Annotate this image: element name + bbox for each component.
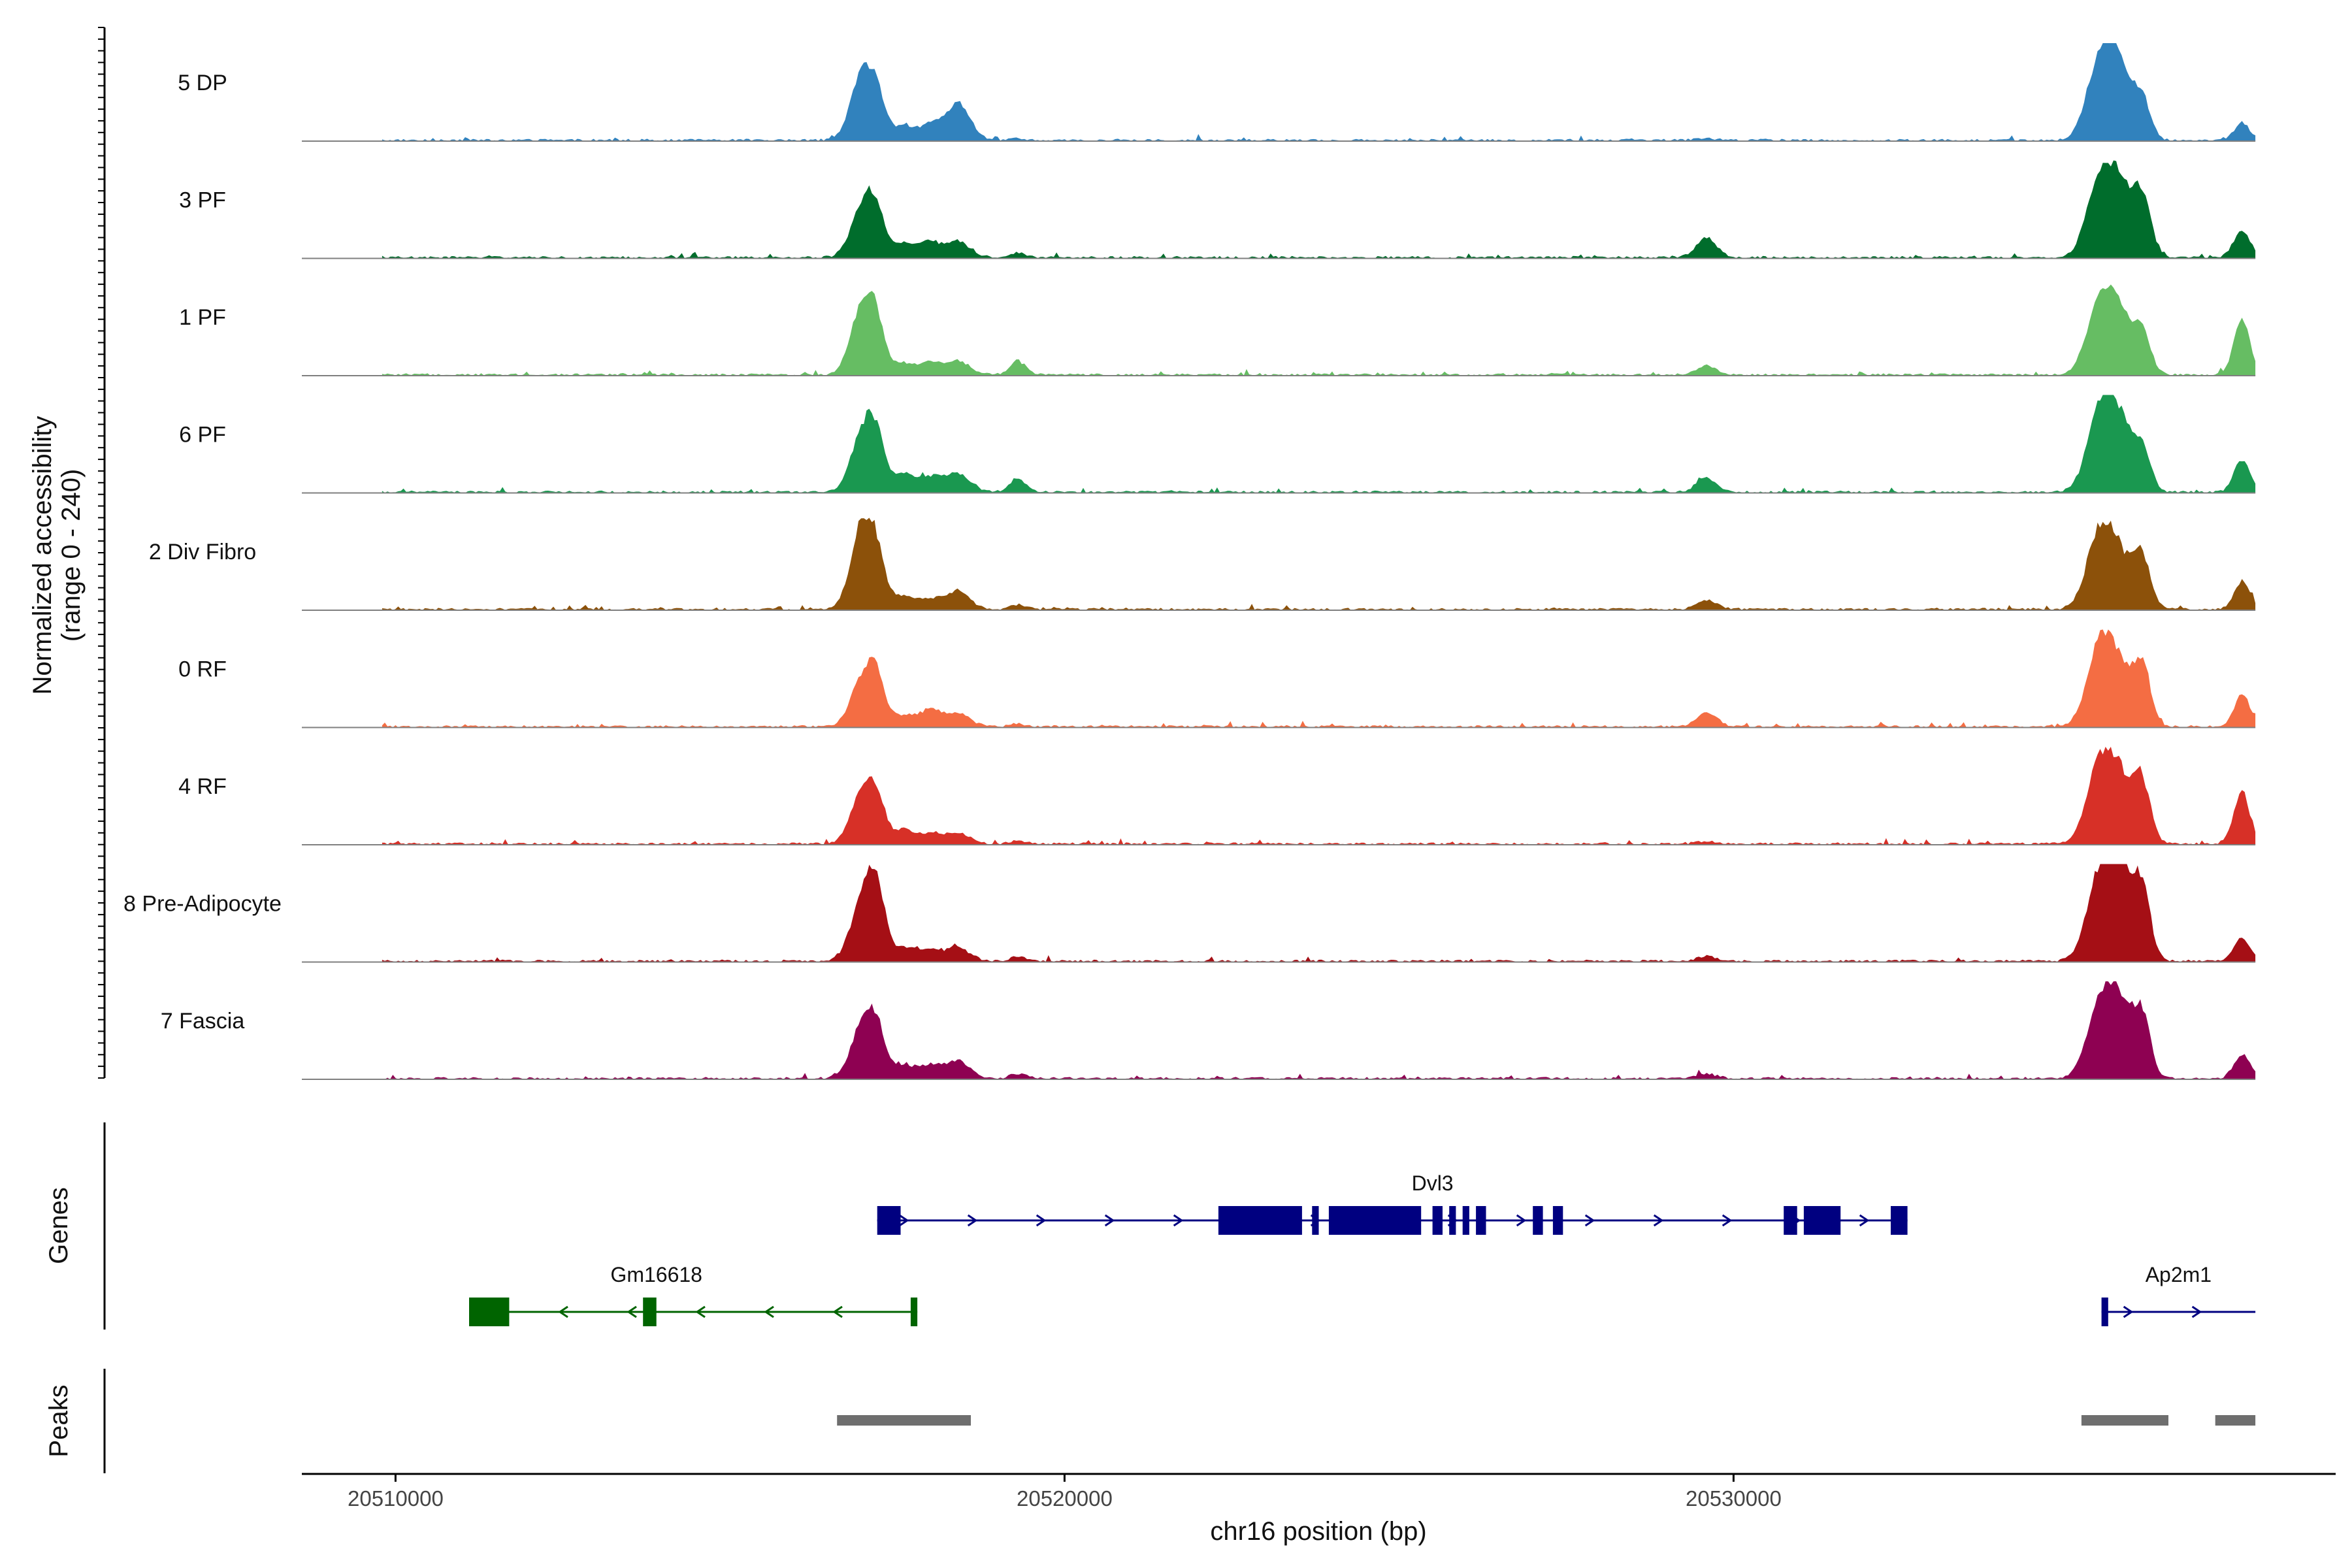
- coverage-area: [382, 395, 2256, 493]
- coverage-area: [382, 747, 2256, 845]
- gene-exon: [643, 1298, 657, 1326]
- gene-exon: [1552, 1206, 1563, 1235]
- x-axis-tick-label: 20510000: [348, 1486, 444, 1511]
- coverage-area: [382, 284, 2256, 376]
- strand-arrow: [832, 1305, 843, 1318]
- gene-label: Ap2m1: [2146, 1263, 2212, 1286]
- track-label: 2 Div Fibro: [149, 540, 256, 564]
- gene-label: Dvl3: [1412, 1171, 1454, 1195]
- gene-label: Gm16618: [610, 1263, 702, 1286]
- gene-model: Ap2m1: [2101, 1263, 2256, 1326]
- strand-arrow: [1859, 1214, 1870, 1227]
- peaks-track: [837, 1415, 2256, 1426]
- coverage-area: [382, 864, 2256, 962]
- peaks-panel-label: Peaks: [44, 1384, 73, 1457]
- strand-arrow: [1722, 1214, 1733, 1227]
- gene-exon: [1449, 1206, 1456, 1235]
- strand-arrow: [1104, 1214, 1115, 1227]
- gene-exon: [1476, 1206, 1486, 1235]
- coverage-area: [382, 43, 2256, 141]
- peak-region: [2215, 1415, 2256, 1426]
- coverage-area: [382, 160, 2256, 259]
- strand-arrow: [764, 1305, 774, 1318]
- coverage-track: 5 DP: [178, 43, 2256, 142]
- gene-exon: [1432, 1206, 1443, 1235]
- coverage-track: 2 Div Fibro: [149, 517, 2256, 611]
- genes-track: Dvl3 Gm16618 Ap2m1: [469, 1171, 2256, 1326]
- strand-arrow: [1653, 1214, 1664, 1227]
- gene-exon: [469, 1298, 510, 1326]
- track-label: 4 RF: [178, 774, 227, 799]
- strand-arrow: [1584, 1214, 1595, 1227]
- gene-exon: [910, 1298, 918, 1326]
- gene-exon: [1533, 1206, 1543, 1235]
- coverage-track: 1 PF: [179, 284, 2256, 376]
- coverage-tracks: 5 DP 3 PF 1 PF 6 PF 2 Div Fibro 0 RF 4 RF 8 Pre…: [123, 43, 2256, 1080]
- x-axis-tick-label: 20530000: [1686, 1486, 1782, 1511]
- gene-exon: [1328, 1206, 1422, 1235]
- coverage-track: 6 PF: [179, 395, 2256, 494]
- coverage-area: [382, 629, 2256, 728]
- gene-exon: [1218, 1206, 1302, 1235]
- y-axis-title-line1: Normalized accessibility: [28, 416, 57, 695]
- strand-arrow: [1516, 1214, 1527, 1227]
- genes-panel-label: Genes: [44, 1187, 73, 1264]
- x-axis: 20510000 20520000 20530000: [348, 1474, 1782, 1511]
- peak-region: [2081, 1415, 2168, 1426]
- gene-exon: [1784, 1206, 1797, 1235]
- coverage-track: 4 RF: [178, 747, 2256, 845]
- x-axis-title: chr16 position (bp): [1210, 1517, 1426, 1546]
- strand-arrow: [1173, 1214, 1184, 1227]
- gene-exon: [877, 1206, 901, 1235]
- peak-region: [837, 1415, 971, 1426]
- gene-exon: [1462, 1206, 1469, 1235]
- coverage-y-axis-ticks: [98, 27, 105, 1079]
- track-label: 0 RF: [178, 657, 227, 682]
- coverage-area: [382, 517, 2256, 610]
- coverage-track: 3 PF: [179, 160, 2256, 259]
- gene-model: Gm16618: [469, 1263, 918, 1326]
- strand-arrow: [2123, 1305, 2134, 1318]
- x-axis-tick-label: 20520000: [1017, 1486, 1113, 1511]
- gene-model: Dvl3: [877, 1171, 1908, 1235]
- gene-exon: [2101, 1298, 2108, 1326]
- strand-arrow: [558, 1305, 568, 1318]
- track-label: 1 PF: [179, 305, 226, 330]
- y-axis-title-line2: (range 0 - 240): [57, 469, 86, 642]
- track-label: 7 Fascia: [161, 1009, 245, 1034]
- track-label: 6 PF: [179, 423, 226, 448]
- coverage-track: 8 Pre-Adipocyte: [123, 864, 2256, 963]
- track-label: 8 Pre-Adipocyte: [123, 892, 282, 917]
- coverage-track: 0 RF: [178, 629, 2256, 728]
- strand-arrow: [898, 1214, 909, 1227]
- strand-arrow: [695, 1305, 706, 1318]
- coverage-area: [382, 981, 2256, 1079]
- coverage-track: 7 Fascia: [161, 981, 2256, 1080]
- gene-exon: [1891, 1206, 1908, 1235]
- track-label: 5 DP: [178, 71, 227, 95]
- strand-arrow: [1036, 1214, 1047, 1227]
- gene-exon: [1312, 1206, 1319, 1235]
- strand-arrow: [2191, 1305, 2202, 1318]
- gene-exon: [1803, 1206, 1841, 1235]
- strand-arrow: [967, 1214, 978, 1227]
- strand-arrow: [627, 1305, 637, 1318]
- track-label: 3 PF: [179, 188, 226, 213]
